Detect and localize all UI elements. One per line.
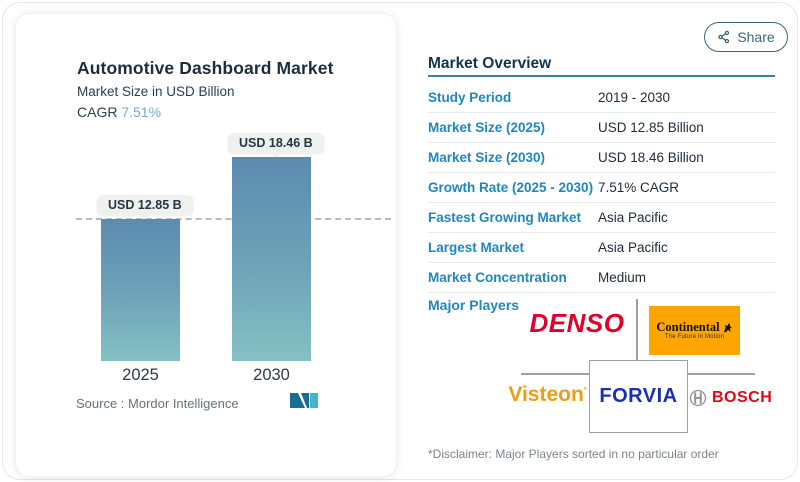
row-value: USD 18.46 Billion (598, 150, 704, 165)
cagr-value: 7.51% (121, 104, 162, 120)
forvia-logo: FORVIA (589, 360, 688, 433)
row-label: Market Size (2030) (428, 150, 546, 165)
table-row: Market Size (2025) USD 12.85 Billion (428, 113, 775, 143)
table-row: Growth Rate (2025 - 2030) 7.51% CAGR (428, 173, 775, 203)
forvia-text: FORVIA (599, 385, 678, 407)
row-label: Growth Rate (2025 - 2030) (428, 180, 594, 195)
overview-heading-rule (428, 75, 775, 77)
bar-2030[interactable] (232, 157, 311, 361)
row-value: Asia Pacific (598, 240, 668, 255)
chart-title: Automotive Dashboard Market (77, 58, 334, 78)
table-row: Market Concentration Medium (428, 263, 775, 293)
continental-logo: Continental The Future in Motion (649, 306, 740, 355)
visteon-registered-mark: ° (583, 386, 587, 395)
visteon-logo: Visteon° (497, 383, 587, 407)
overview-table: Study Period 2019 - 2030 Market Size (202… (428, 83, 775, 293)
share-button-label: Share (737, 29, 775, 45)
table-row: Market Size (2030) USD 18.46 Billion (428, 143, 775, 173)
disclaimer-text: *Disclaimer: Major Players sorted in no … (428, 447, 719, 461)
share-icon (718, 30, 730, 44)
overview-heading: Market Overview (428, 55, 552, 72)
continental-text: Continental (656, 319, 720, 334)
row-value: Medium (598, 270, 647, 285)
visteon-text: Visteon (508, 383, 584, 406)
connector-line-vertical (636, 299, 638, 360)
row-value: USD 12.85 Billion (598, 120, 704, 135)
horse-icon (723, 322, 732, 332)
source-attribution: Source : Mordor Intelligence (76, 396, 239, 411)
connector-line-left (521, 373, 590, 375)
x-axis-label-2025: 2025 (122, 366, 159, 384)
row-label: Largest Market (428, 240, 525, 255)
table-row: Fastest Growing Market Asia Pacific (428, 203, 775, 233)
mordor-intelligence-logo (290, 393, 318, 408)
cagr-line: CAGR 7.51% (77, 104, 161, 120)
bosch-text: BOSCH (712, 389, 773, 406)
row-value: 7.51% CAGR (598, 180, 680, 195)
bosch-armature-icon (689, 389, 707, 407)
chart-card: Automotive Dashboard Market Market Size … (15, 13, 397, 477)
table-row: Largest Market Asia Pacific (428, 233, 775, 263)
bar-2025[interactable] (101, 219, 180, 361)
major-players-label: Major Players (428, 297, 520, 313)
row-value: Asia Pacific (598, 210, 668, 225)
continental-wordmark: Continental (656, 321, 732, 334)
bar-value-label-2025: USD 12.85 B (97, 195, 193, 215)
row-label: Study Period (428, 90, 512, 105)
share-button[interactable]: Share (704, 22, 788, 52)
cagr-label: CAGR (77, 104, 118, 120)
chart-subtitle: Market Size in USD Billion (77, 84, 235, 99)
row-value: 2019 - 2030 (598, 90, 671, 105)
denso-logo: DENSO (529, 308, 625, 338)
row-label: Market Size (2025) (428, 120, 546, 135)
row-label: Fastest Growing Market (428, 210, 582, 225)
bar-value-label-2030: USD 18.46 B (228, 133, 324, 153)
x-axis-label-2030: 2030 (253, 366, 290, 384)
continental-tagline: The Future in Motion (664, 334, 725, 341)
connector-line-right (686, 373, 755, 375)
bosch-logo: BOSCH (689, 389, 772, 407)
row-label: Market Concentration (428, 270, 567, 285)
table-row: Study Period 2019 - 2030 (428, 83, 775, 113)
